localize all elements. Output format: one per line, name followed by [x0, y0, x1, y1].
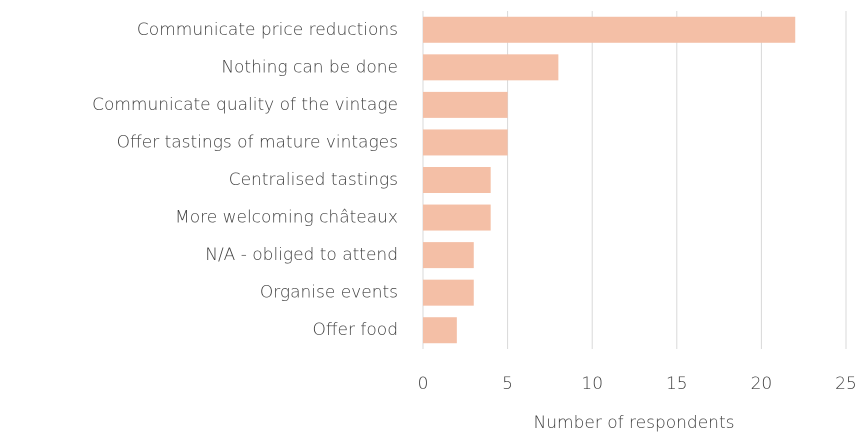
y-tick-label: Organise events: [260, 283, 398, 303]
bar: [423, 54, 559, 81]
x-tick-label: 0: [418, 374, 429, 394]
x-axis-label: Number of respondents: [534, 413, 735, 433]
bar: [423, 91, 508, 118]
bar: [423, 317, 457, 344]
bar: [423, 204, 491, 231]
x-tick-label: 25: [835, 374, 857, 394]
bar: [423, 167, 491, 193]
y-tick-label: Nothing can be done: [221, 57, 398, 77]
x-tick-label: 10: [581, 374, 603, 394]
y-tick-label: Communicate quality of the vintage: [92, 95, 398, 115]
x-tick-label: 5: [502, 374, 513, 394]
y-tick-label: N/A - obliged to attend: [205, 245, 398, 265]
y-tick-label: Centralised tastings: [229, 170, 398, 190]
bar: [423, 129, 508, 156]
x-tick-label: 20: [751, 374, 773, 394]
y-tick-label: Offer tastings of mature vintages: [117, 132, 398, 152]
bar: [423, 279, 474, 306]
bar: [423, 16, 796, 43]
x-tick-label: 15: [666, 374, 688, 394]
y-tick-label: Offer food: [312, 320, 398, 340]
bar: [423, 242, 474, 269]
y-tick-label: More welcoming châteaux: [175, 208, 398, 228]
y-tick-label: Communicate price reductions: [137, 20, 398, 40]
